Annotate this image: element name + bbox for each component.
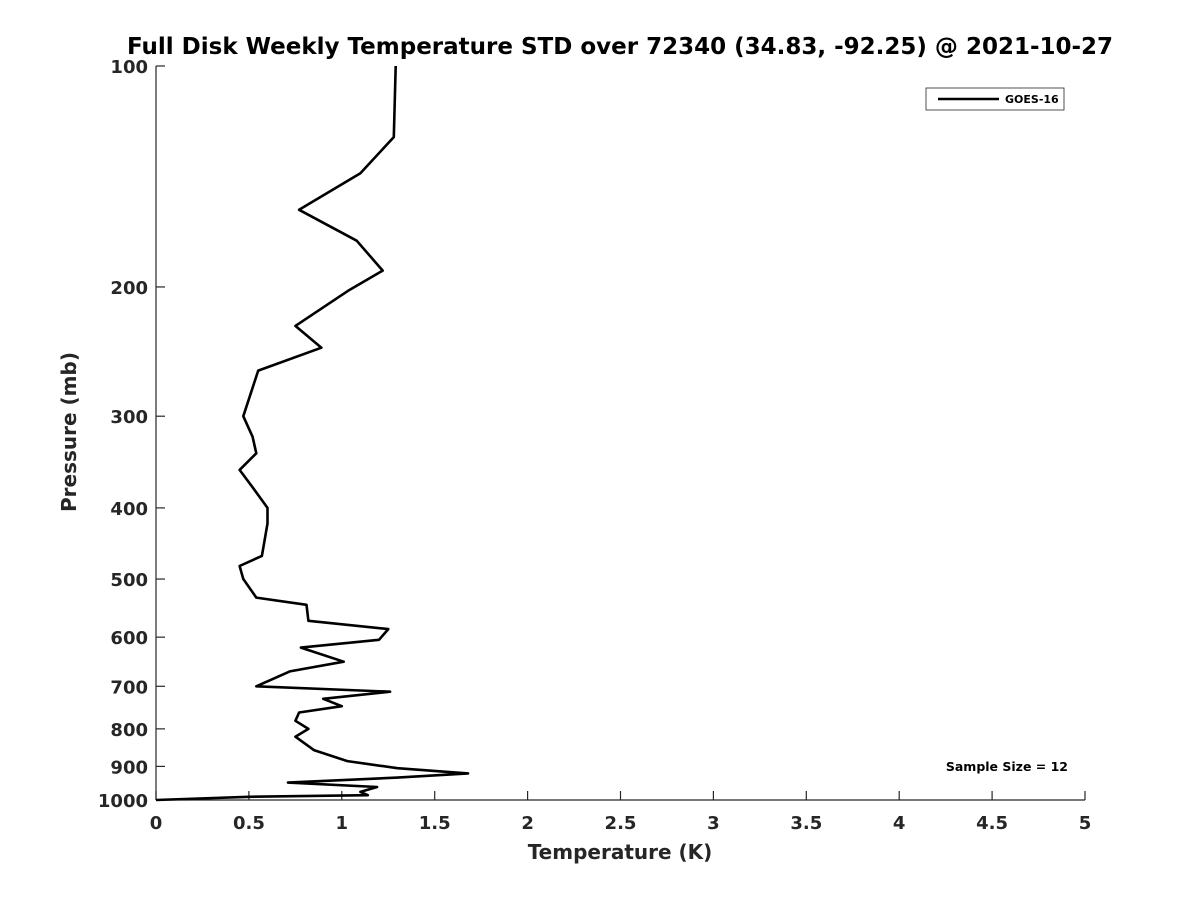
series-group — [155, 65, 470, 802]
x-tick-label: 3 — [707, 813, 720, 834]
x-tick-label: 5 — [1079, 813, 1092, 834]
y-tick-label: 500 — [110, 570, 148, 591]
y-tick-label: 800 — [110, 720, 148, 741]
y-tick-label: 100 — [110, 57, 148, 78]
y-tick-label: 1000 — [98, 791, 148, 812]
chart-title: Full Disk Weekly Temperature STD over 72… — [127, 34, 1113, 60]
y-tick-label: 600 — [110, 628, 148, 649]
legend-entry-goes-16: GOES-16 — [1005, 93, 1059, 106]
legend: GOES-16 — [925, 87, 1065, 111]
x-tick-label: 4.5 — [976, 813, 1008, 834]
x-axis-ticks: 0 0.5 1 1.5 2 2.5 3 3.5 4 4.5 5 — [150, 791, 1092, 834]
y-tick-label: 700 — [110, 677, 148, 698]
y-tick-label: 300 — [110, 407, 148, 428]
x-tick-label: 0.5 — [233, 813, 265, 834]
plot-area: 0 0.5 1 1.5 2 2.5 3 3.5 4 4.5 5 100 200 300 400 500 600… — [98, 57, 1091, 834]
x-tick-label: 3.5 — [790, 813, 822, 834]
x-tick-label: 2 — [521, 813, 534, 834]
x-tick-label: 4 — [893, 813, 906, 834]
x-tick-label: 1 — [336, 813, 349, 834]
x-tick-label: 2.5 — [605, 813, 637, 834]
y-tick-label: 200 — [110, 278, 148, 299]
x-tick-label: 0 — [150, 813, 163, 834]
y-tick-label: 900 — [110, 757, 148, 778]
y-axis-ticks: 100 200 300 400 500 600 700 800 900 1000 — [98, 57, 165, 812]
sample-size-annotation: Sample Size = 12 — [946, 759, 1068, 774]
x-tick-label: 1.5 — [419, 813, 451, 834]
series-line-goes-16 — [155, 65, 470, 802]
x-axis-label: Temperature (K) — [528, 840, 713, 864]
y-tick-label: 400 — [110, 499, 148, 520]
y-axis-label: Pressure (mb) — [57, 352, 81, 512]
